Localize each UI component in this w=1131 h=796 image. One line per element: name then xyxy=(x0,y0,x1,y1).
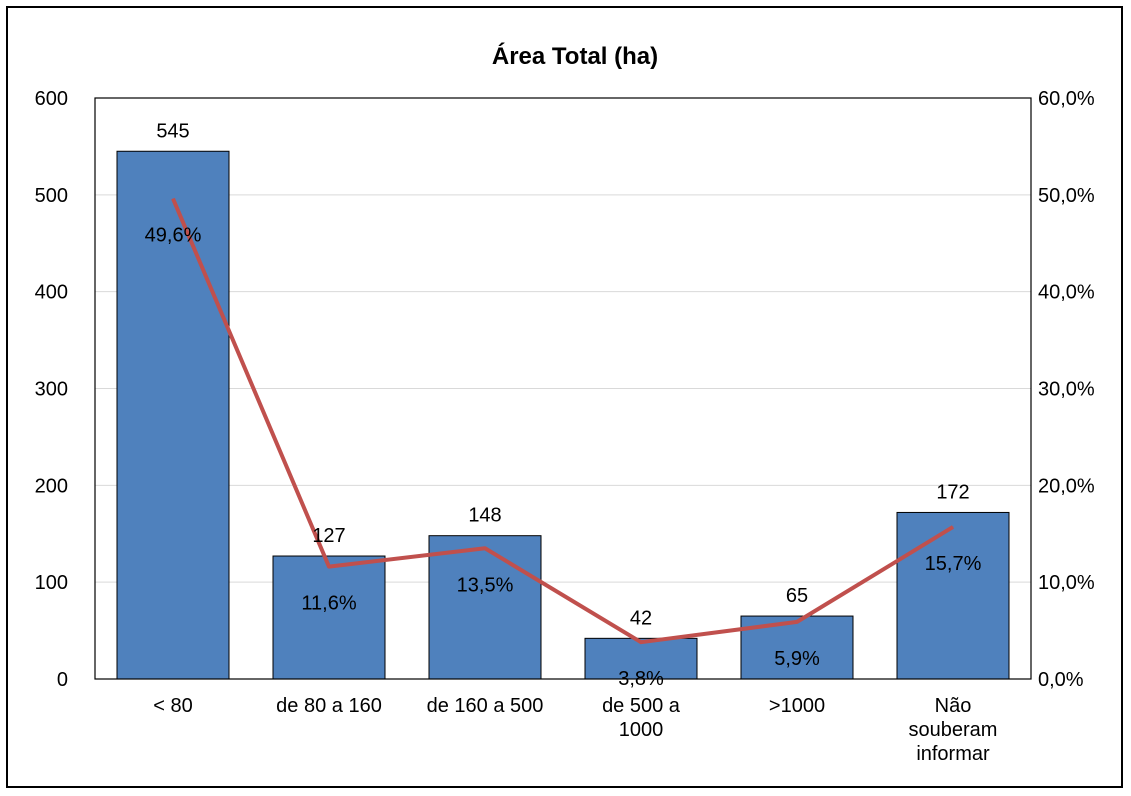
percentage-line xyxy=(171,197,955,645)
line-value-label: 49,6% xyxy=(145,225,202,247)
x-tick-label-line: 1000 xyxy=(619,719,664,741)
bar xyxy=(272,555,386,680)
chart-title: Área Total (ha) xyxy=(492,42,658,70)
line-value-label: 5,9% xyxy=(774,648,820,670)
label-layer: 545127148426517249,6%11,6%13,5%3,8%5,9%1… xyxy=(145,120,982,690)
bar xyxy=(116,150,230,680)
bar-layer xyxy=(116,150,1010,680)
bar-value-label: 545 xyxy=(156,120,189,142)
x-tick-label-line: >1000 xyxy=(769,695,825,717)
chart-frame: Área Total (ha) 545 127 148 42 65 172 49,6% 11,… xyxy=(6,6,1123,788)
y-left-tick-label: 300 xyxy=(35,379,68,401)
bar xyxy=(896,511,1010,680)
chart: Área Total (ha) 545 127 148 42 65 172 49,6% 11,… xyxy=(35,42,1095,765)
y-left-tick-label: 500 xyxy=(35,185,68,207)
line-point xyxy=(640,641,642,643)
bar-value-label: 42 xyxy=(630,607,652,629)
bar-value-label: 148 xyxy=(468,505,501,527)
line-point xyxy=(328,566,330,568)
x-tick-label: de 500 a 1000 xyxy=(602,695,681,741)
y-left-tick-label: 400 xyxy=(35,282,68,304)
line-point xyxy=(172,198,174,200)
line-point xyxy=(952,526,954,528)
x-tick-label-line: informar xyxy=(916,743,990,765)
line-point xyxy=(796,621,798,623)
x-tick-label: de 160 a 500 xyxy=(427,695,544,717)
y-left-tick-label: 100 xyxy=(35,572,68,594)
y-left-tick-label: 600 xyxy=(35,88,68,110)
x-tick-label: >1000 xyxy=(769,695,825,717)
y-left-tick-label: 200 xyxy=(35,475,68,497)
y-right-tick-label: 20,0% xyxy=(1038,475,1095,497)
x-tick-label: de 80 a 160 xyxy=(276,695,382,717)
bar-value-label: 127 xyxy=(312,525,345,547)
y-right-tick-label: 10,0% xyxy=(1038,572,1095,594)
bar xyxy=(428,535,542,680)
x-tick-label-line: de 80 a 160 xyxy=(276,695,382,717)
x-tick-label: Não souberam informar xyxy=(909,695,998,765)
y-left-tick-label: 0 xyxy=(57,669,68,691)
axis-layer: 0 100 200 300 400 500 600 0,0% 10,0% 20,0% 30,0% 40… xyxy=(35,88,1095,765)
y-right-tick-label: 40,0% xyxy=(1038,282,1095,304)
y-right-tick-label: 30,0% xyxy=(1038,379,1095,401)
line-value-label: 13,5% xyxy=(457,574,514,596)
line-value-label: 15,7% xyxy=(925,553,982,575)
x-tick-label-line: de 160 a 500 xyxy=(427,695,544,717)
x-tick-label-line: < 80 xyxy=(153,695,192,717)
x-tick-label: < 80 xyxy=(153,695,192,717)
grid-layer xyxy=(95,194,1031,583)
bar-value-label: 172 xyxy=(936,481,969,503)
y-right-tick-label: 0,0% xyxy=(1038,669,1084,691)
y-right-tick-label: 60,0% xyxy=(1038,88,1095,110)
x-tick-label-line: de 500 a xyxy=(602,695,681,717)
plot-area-border xyxy=(94,97,1032,680)
y-right-tick-label: 50,0% xyxy=(1038,185,1095,207)
x-tick-label-line: Não xyxy=(935,695,972,717)
line-layer xyxy=(171,197,955,645)
line-value-label: 11,6% xyxy=(301,593,356,615)
line-point xyxy=(484,547,486,549)
x-tick-label-line: souberam xyxy=(909,719,998,741)
bar-value-label: 65 xyxy=(786,585,808,607)
